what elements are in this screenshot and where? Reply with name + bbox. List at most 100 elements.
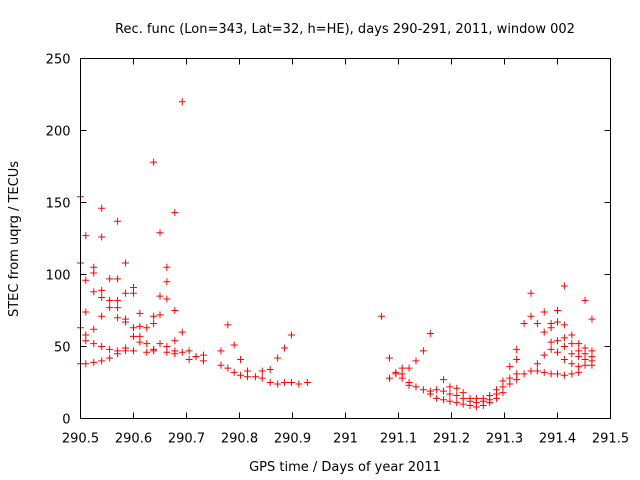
data-point: [568, 340, 576, 348]
data-point: [433, 386, 441, 394]
y-tick-label: 0: [62, 413, 70, 428]
data-point: [547, 338, 555, 346]
data-point: [163, 295, 171, 303]
data-point: [486, 399, 494, 407]
y-tick-label: 200: [46, 125, 71, 140]
data-point: [540, 328, 548, 336]
data-point: [98, 294, 106, 302]
data-point: [150, 345, 158, 353]
data-point: [303, 379, 311, 386]
data-point: [398, 374, 406, 382]
data-point: [122, 318, 130, 326]
data-point: [130, 347, 137, 355]
data-point: [217, 361, 225, 369]
data-point: [224, 364, 232, 372]
data-point: [136, 338, 144, 346]
data-point: [106, 275, 114, 283]
data-point: [575, 353, 583, 361]
y-tick-labels: 0 50 100 150 200 250: [46, 53, 71, 428]
x-tick-label: 290.8: [221, 432, 258, 447]
x-tick-label: 291.3: [486, 432, 523, 447]
data-point: [554, 318, 561, 326]
data-point: [405, 381, 413, 389]
data-point: [466, 402, 474, 410]
data-point: [540, 351, 548, 359]
data-point: [588, 361, 596, 369]
y-tick-label: 150: [46, 197, 71, 212]
data-point: [82, 360, 90, 368]
data-point: [98, 312, 106, 320]
data-point: [230, 368, 238, 376]
data-point: [392, 368, 400, 376]
x-tick-label: 291.2: [433, 432, 470, 447]
data-point: [258, 367, 266, 375]
data-point: [114, 314, 122, 322]
data-point: [114, 350, 122, 358]
data-point: [122, 259, 130, 267]
data-point: [506, 363, 514, 371]
x-tick-label: 291.5: [592, 432, 629, 447]
data-point: [440, 396, 448, 404]
data-point: [506, 380, 514, 388]
data-point: [143, 348, 151, 356]
data-point: [527, 367, 535, 375]
data-point: [90, 358, 98, 366]
data-point: [251, 373, 259, 381]
data-point: [122, 347, 130, 355]
data-point: [412, 383, 420, 391]
data-point: [560, 321, 568, 329]
data-point: [527, 289, 535, 297]
y-tick-label: 250: [46, 53, 71, 68]
data-point: [281, 344, 289, 352]
data-point: [136, 322, 144, 330]
data-point: [82, 308, 90, 316]
data-point: [106, 304, 114, 312]
data-point: [568, 360, 576, 368]
data-point: [171, 337, 179, 345]
y-tick-label: 100: [46, 269, 71, 284]
x-tick-label: 290.7: [168, 432, 205, 447]
data-point: [419, 386, 427, 394]
x-tick-label: 291.4: [539, 432, 576, 447]
data-point: [224, 321, 232, 329]
data-point: [98, 233, 106, 241]
data-point: [385, 374, 393, 382]
data-point: [453, 384, 461, 392]
data-point: [156, 340, 164, 348]
data-point: [163, 278, 171, 286]
data-point: [554, 348, 561, 356]
data-point: [106, 296, 114, 304]
data-point: [547, 370, 555, 378]
data-points: [77, 98, 596, 411]
data-point: [287, 331, 295, 339]
data-point: [178, 98, 186, 106]
data-point: [199, 357, 207, 365]
data-point: [171, 209, 179, 217]
data-point: [513, 345, 521, 353]
data-point: [150, 158, 158, 166]
data-point: [150, 319, 158, 327]
data-point: [493, 394, 501, 402]
data-point: [156, 229, 164, 237]
x-tick-label: 290.5: [62, 432, 99, 447]
data-point: [513, 355, 521, 363]
data-point: [171, 350, 179, 358]
data-point: [266, 379, 274, 386]
data-point: [178, 348, 186, 356]
data-point: [560, 282, 568, 290]
data-point: [98, 357, 106, 365]
data-point: [98, 204, 106, 212]
x-tick-label: 291.1: [380, 432, 417, 447]
data-point: [554, 337, 561, 345]
data-point: [527, 312, 535, 320]
data-point: [98, 343, 106, 350]
data-point: [90, 269, 98, 277]
data-point: [581, 361, 589, 369]
data-point: [419, 347, 427, 355]
data-point: [378, 312, 386, 320]
data-point: [82, 232, 90, 240]
data-point: [82, 337, 90, 345]
data-point: [446, 390, 454, 398]
data-point: [163, 348, 171, 356]
